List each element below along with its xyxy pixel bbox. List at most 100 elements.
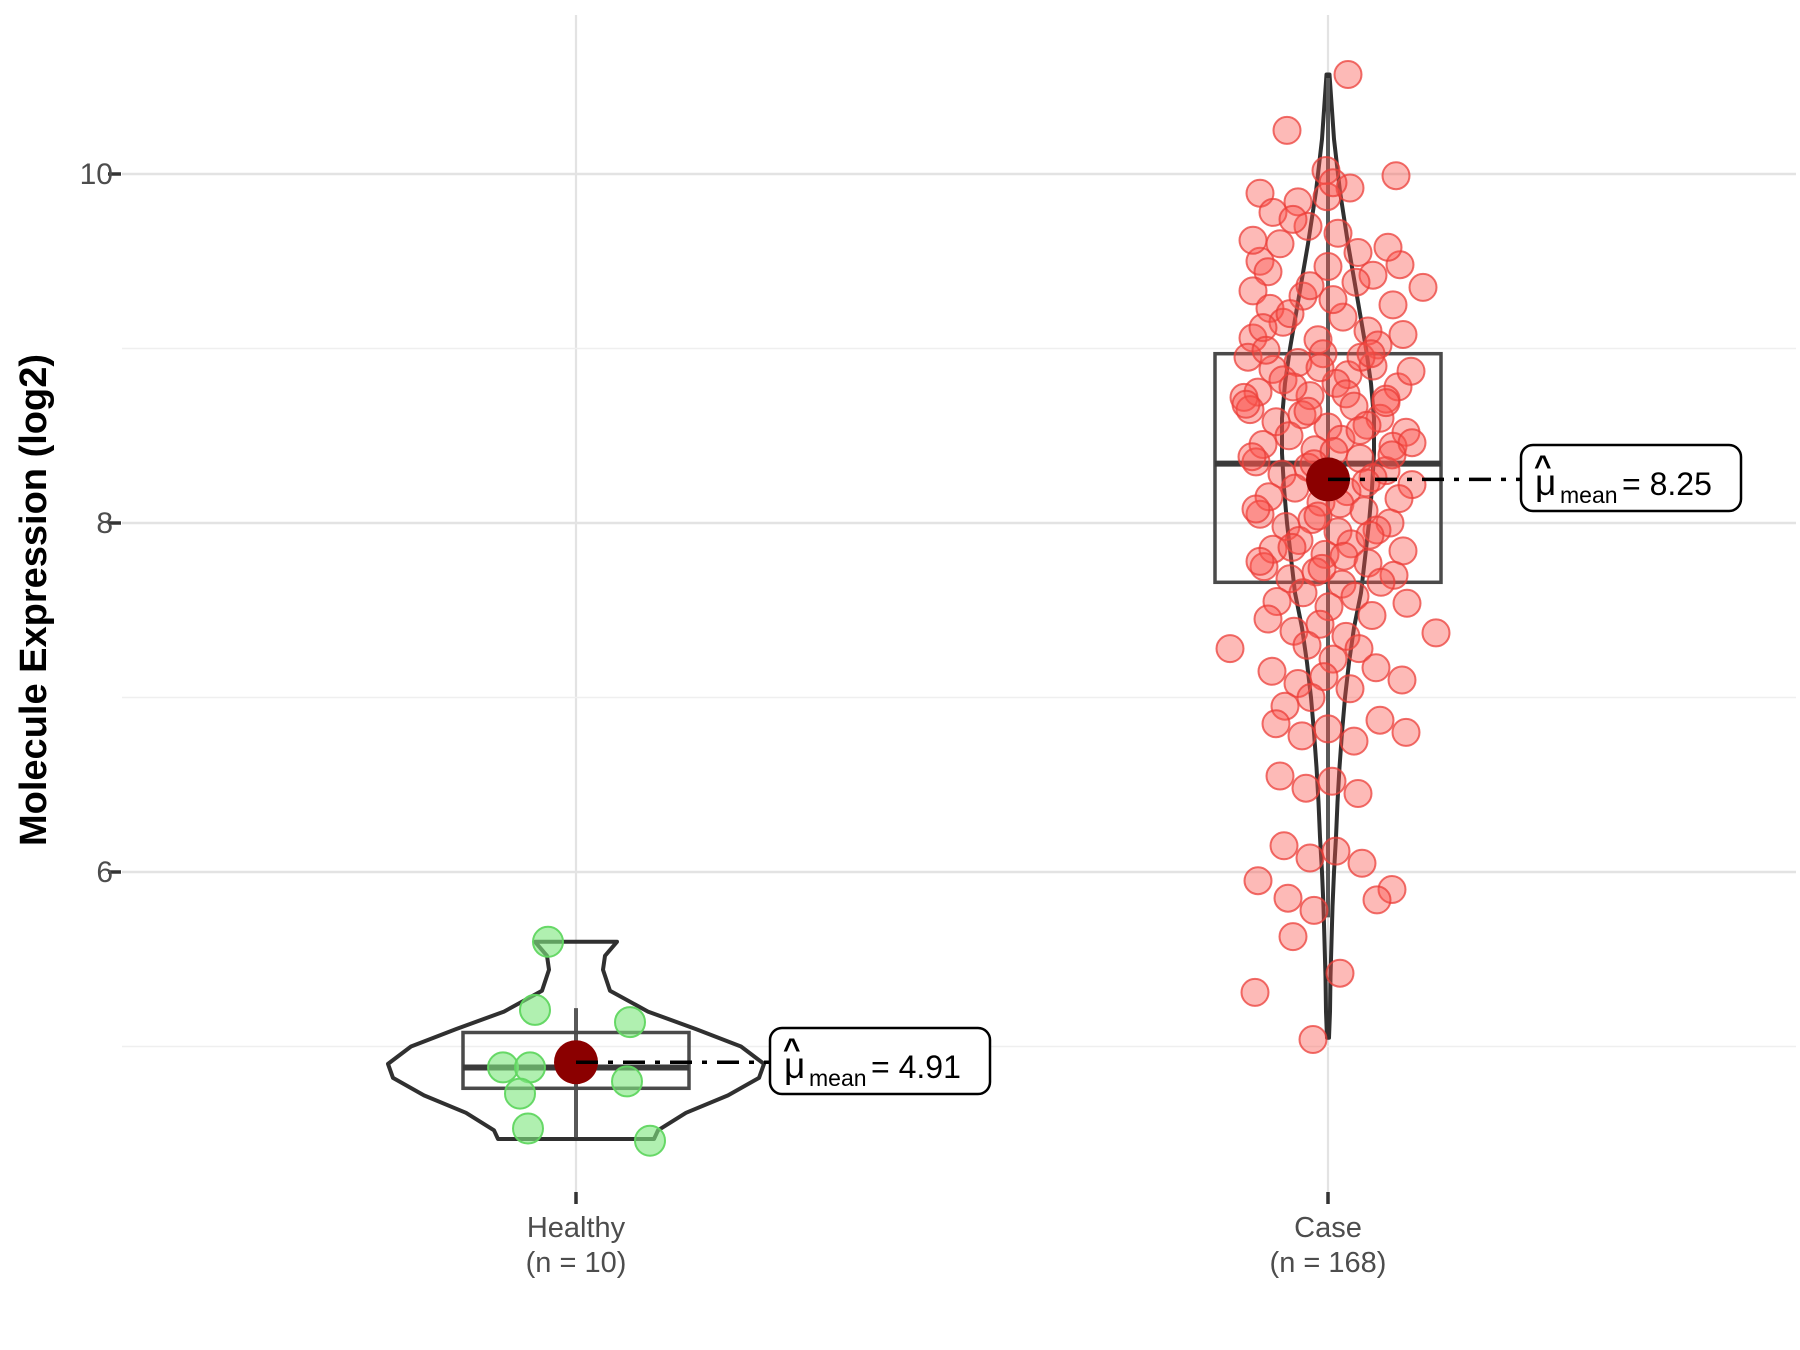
- jitter-point: [1241, 447, 1271, 477]
- x-label-case-n: (n = 168): [1270, 1247, 1387, 1279]
- jitter-point: [1318, 644, 1348, 674]
- jitter-point: [1339, 726, 1369, 756]
- jitter-point: [1231, 389, 1261, 419]
- jitter-point: [504, 1077, 536, 1110]
- jitter-point: [1295, 843, 1325, 873]
- jitter-point: [1325, 958, 1355, 988]
- mu-hat: ^: [1534, 450, 1552, 483]
- jitter-point: [1343, 779, 1373, 808]
- jitter-point: [1240, 977, 1270, 1007]
- jitter-point: [1248, 313, 1278, 343]
- jitter-point: [1245, 499, 1275, 529]
- jitter-point: [1275, 299, 1305, 329]
- jitter-point: [1318, 168, 1348, 198]
- jitter-point: [1340, 581, 1370, 611]
- jitter-point: [532, 925, 564, 958]
- mean-value: = 8.25: [1622, 466, 1712, 502]
- jitter-point: [1243, 866, 1273, 896]
- jitter-point: [1391, 717, 1421, 747]
- jitter-point: [1309, 662, 1339, 692]
- mean-annotation-healthy: ^ μ mean = 4.91: [768, 1026, 992, 1096]
- jitter-point: [1333, 60, 1363, 89]
- jitter-point: [1238, 276, 1268, 306]
- jitter-point: [1321, 836, 1351, 866]
- mu-symbol: μ: [1535, 462, 1556, 503]
- jitter-point: [1272, 115, 1302, 145]
- gridlines: [122, 15, 1796, 1192]
- jitter-point: [1274, 421, 1304, 451]
- jitter-point: [1303, 501, 1333, 531]
- jitter-point: [1421, 618, 1451, 648]
- jitter-point: [1328, 302, 1358, 332]
- jitter-point: [1356, 339, 1386, 369]
- mu-symbol: μ: [784, 1045, 805, 1086]
- jitter-point: [1273, 883, 1303, 913]
- jitter-point: [1280, 473, 1310, 503]
- jitter-point: [1295, 271, 1325, 301]
- y-axis-title: Molecule Expression (log2): [13, 354, 55, 846]
- jitter-point: [1245, 546, 1275, 576]
- jitter-point: [1378, 290, 1408, 320]
- jitter-point: [1388, 320, 1418, 349]
- jitter-point: [512, 1112, 544, 1145]
- jitter-point: [1387, 665, 1417, 695]
- jitter-point: [1341, 267, 1371, 297]
- jitter-point: [1314, 592, 1344, 622]
- x-label-healthy: Healthy: [527, 1212, 626, 1244]
- jitter-point: [487, 1051, 519, 1084]
- jitter-point: [1238, 225, 1268, 255]
- mu-subscript: mean: [809, 1065, 867, 1091]
- y-tick-label-10: 10: [80, 158, 113, 191]
- jitter-point: [1335, 173, 1365, 203]
- jitter-point: [1357, 601, 1387, 630]
- jitter-point: [614, 1006, 646, 1039]
- jitter-point: [1313, 714, 1343, 744]
- jitter-point: [1215, 634, 1245, 664]
- jitter-point: [1241, 494, 1271, 524]
- jitter-point: [1384, 484, 1414, 514]
- jitter-point: [1313, 252, 1343, 281]
- jitter-point: [1298, 1025, 1328, 1054]
- jitter-point: [1270, 691, 1300, 721]
- jitter-point: [1317, 766, 1347, 796]
- jitter-point: [1288, 578, 1318, 608]
- jitter-point: [1371, 388, 1401, 418]
- annotation-box: [1519, 443, 1743, 513]
- jitter-point: [1287, 721, 1317, 751]
- jitter-point: [1269, 831, 1299, 861]
- mu-subscript: mean: [1560, 482, 1618, 508]
- jitter-point: [1262, 587, 1292, 616]
- jitter-point: [1351, 468, 1381, 498]
- jitter-point: [1347, 848, 1377, 878]
- jitter-point: [1305, 609, 1335, 639]
- jitter-point: [1278, 372, 1308, 402]
- mean-value: = 4.91: [871, 1049, 961, 1085]
- jitter-point: [1344, 634, 1374, 664]
- jitter-point: [634, 1124, 666, 1157]
- plot-geoms: [386, 60, 1521, 1157]
- jitter-point: [1299, 895, 1329, 925]
- jitter-point: [1361, 653, 1391, 683]
- jitter-point: [1388, 536, 1418, 566]
- jitter-point: [1396, 356, 1426, 386]
- jitter-point: [1318, 285, 1348, 315]
- jitter-point: [1291, 773, 1321, 803]
- jitter-point: [1292, 630, 1322, 660]
- jitter-point: [1343, 238, 1373, 267]
- jitter-point: [1366, 567, 1396, 597]
- jitter-point: [1335, 674, 1365, 704]
- jitter-point: [1296, 683, 1326, 712]
- jitter-point: [1261, 709, 1291, 739]
- jitter-point: [1381, 161, 1411, 191]
- jitter-point: [1257, 656, 1287, 686]
- jitter-point: [1392, 588, 1422, 618]
- jitter-point: [1235, 395, 1265, 425]
- group-healthy: [386, 925, 770, 1157]
- jitter-points: [1215, 60, 1451, 1054]
- jitter-point: [1379, 560, 1409, 590]
- jitter-point: [1307, 553, 1337, 583]
- jitter-point: [1293, 211, 1323, 241]
- jitter-point: [1323, 218, 1353, 248]
